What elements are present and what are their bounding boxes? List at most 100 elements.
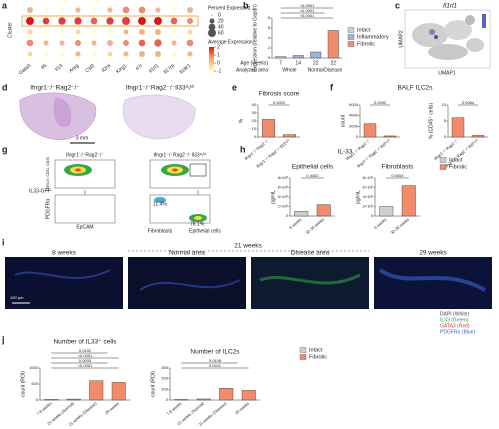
dot [44, 30, 48, 34]
chart-title: IL-33 [338, 149, 353, 156]
dot [171, 40, 177, 46]
bar [451, 117, 465, 138]
highlight [21, 15, 199, 27]
x-axis-title: IL33-GFP [29, 188, 51, 194]
p-value: 0.0054 [391, 173, 404, 178]
scale-bar-label: 100 μm [10, 295, 24, 300]
size-key [208, 23, 216, 31]
p-value: <0.0001 [78, 363, 93, 368]
gene-title: Il1rl1 [443, 3, 457, 10]
dot [75, 29, 81, 35]
bar [196, 398, 211, 401]
y-tick-label: 6×10² [278, 185, 289, 190]
dot [42, 17, 50, 25]
population: Fibroblasts [148, 228, 173, 234]
gene-label: Il5 [40, 63, 48, 71]
x-tick-label: 14 [295, 60, 301, 66]
gene-label: Il1rl1 [148, 63, 160, 75]
dot [26, 39, 34, 47]
dot [108, 30, 112, 34]
gene-label: Klrg1 [115, 63, 128, 75]
dot [44, 52, 48, 56]
row-label: Analyzed area [236, 67, 268, 73]
x-tick-label: 6 weeks [373, 217, 387, 230]
legend-label: 2 [217, 44, 220, 50]
y-tick-label: 30 [252, 110, 257, 115]
y-tick-label: 0 [286, 213, 289, 218]
panel-label: b [243, 0, 249, 10]
p-value: <0.0001 [300, 13, 315, 18]
dot [154, 17, 162, 25]
bar [44, 399, 59, 401]
panel-label: i [2, 237, 5, 247]
dot [58, 17, 66, 25]
legend-swatch [347, 27, 355, 33]
y-tick-label: 8×10² [363, 175, 374, 180]
y-axis-title: count [340, 114, 346, 127]
x-tick-label: 6 weeks [288, 217, 302, 230]
dot [187, 51, 193, 57]
x-tick-label: 32-34 weeks [389, 217, 410, 235]
dot [106, 17, 114, 25]
row-label: Age (weeks) [240, 60, 268, 66]
y-axis-title: TER119, CD31, CD45 [46, 157, 50, 191]
dot [187, 7, 193, 13]
legend-label: Inflammatory [357, 34, 389, 40]
dot [74, 17, 82, 25]
color-bar [209, 47, 214, 71]
size-key [209, 18, 215, 24]
gene-label: Il18r1 [179, 63, 193, 76]
gene-label: Areg [68, 63, 80, 75]
legend-label: 40 [218, 24, 224, 30]
y-tick-label: 10 [252, 126, 257, 131]
panel-label: f [330, 82, 334, 92]
dot [75, 51, 81, 57]
bar [327, 30, 339, 59]
dot [59, 40, 65, 46]
legend-label: Fibrotic [309, 354, 327, 360]
dot [107, 51, 113, 57]
legend-label: PDGFRα (Blue) [440, 329, 475, 335]
bar [241, 390, 256, 401]
dot [170, 17, 178, 25]
dot [27, 51, 33, 57]
legend-label: GATA3 (Red) [440, 323, 470, 329]
y-axis-title: UMAP2 [398, 30, 404, 47]
dot [122, 17, 130, 25]
legend-label: Fibrotic [357, 41, 375, 47]
legend-label: Intact [449, 157, 463, 163]
dot [138, 17, 146, 25]
bar [262, 119, 276, 138]
y-tick-label: 5 [444, 118, 447, 123]
dot [92, 30, 96, 34]
legend-swatch [299, 347, 307, 353]
y-axis-title: Cluster [7, 22, 13, 38]
p-value: <0.0001 [300, 3, 315, 8]
y-axis-title: PDGFRα [45, 199, 51, 220]
panel-title: Disease area [291, 250, 330, 257]
dot [172, 8, 176, 12]
x-tick-label: 32-34 weeks [304, 217, 325, 235]
p-value: <0.0001 [78, 353, 93, 358]
p-value: 0.0084 [462, 100, 475, 105]
dot [123, 51, 129, 57]
chart-title: Number of ILC2s [190, 349, 240, 356]
y-tick-label: 8 [268, 15, 271, 20]
y-tick-label: 2 [268, 45, 271, 50]
p-value: <0.0001 [300, 8, 315, 13]
y-axis-title: % [238, 118, 244, 123]
x-tick-label: Normal [308, 67, 324, 73]
dot [107, 7, 113, 13]
dot [155, 29, 161, 35]
legend-swatch [347, 34, 355, 40]
y-axis-title: count (ROI) [150, 371, 156, 397]
y-axis-title: pg/mL [270, 190, 276, 204]
gate-value: 11.4% [153, 201, 167, 207]
legend-swatch [439, 164, 447, 170]
panel-label: j [1, 334, 5, 344]
panel-label: d [2, 82, 8, 92]
y-tick-label: 1000 [29, 365, 39, 370]
y-tick-label: 4×10² [278, 194, 289, 199]
y-tick-label: 0 [444, 134, 447, 139]
dot [91, 40, 97, 46]
